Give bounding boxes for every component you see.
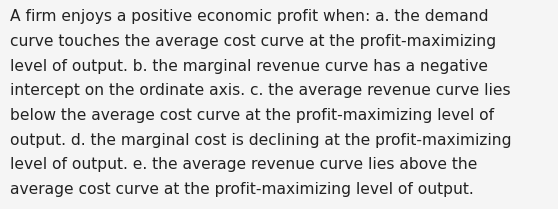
Text: level of output. b. the marginal revenue curve has a negative: level of output. b. the marginal revenue… [10, 59, 488, 74]
Text: curve touches the average cost curve at the profit-maximizing: curve touches the average cost curve at … [10, 34, 496, 49]
Text: level of output. e. the average revenue curve lies above the: level of output. e. the average revenue … [10, 157, 478, 172]
Text: A firm enjoys a positive economic profit when: a. the demand: A firm enjoys a positive economic profit… [10, 9, 489, 24]
Text: intercept on the ordinate axis. c. the average revenue curve lies: intercept on the ordinate axis. c. the a… [10, 83, 511, 98]
Text: output. d. the marginal cost is declining at the profit-maximizing: output. d. the marginal cost is declinin… [10, 133, 512, 148]
Text: below the average cost curve at the profit-maximizing level of: below the average cost curve at the prof… [10, 108, 494, 123]
Text: average cost curve at the profit-maximizing level of output.: average cost curve at the profit-maximiz… [10, 182, 474, 197]
